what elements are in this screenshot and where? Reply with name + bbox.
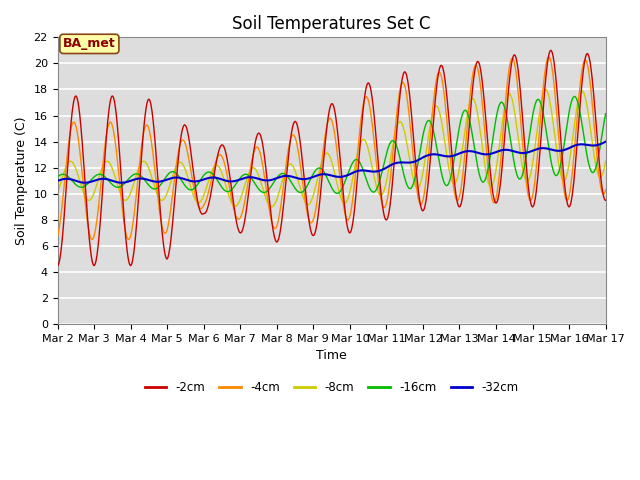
Y-axis label: Soil Temperature (C): Soil Temperature (C) [15,117,28,245]
Title: Soil Temperatures Set C: Soil Temperatures Set C [232,15,431,33]
X-axis label: Time: Time [316,349,347,362]
Legend: -2cm, -4cm, -8cm, -16cm, -32cm: -2cm, -4cm, -8cm, -16cm, -32cm [140,376,523,398]
Text: BA_met: BA_met [63,37,116,50]
